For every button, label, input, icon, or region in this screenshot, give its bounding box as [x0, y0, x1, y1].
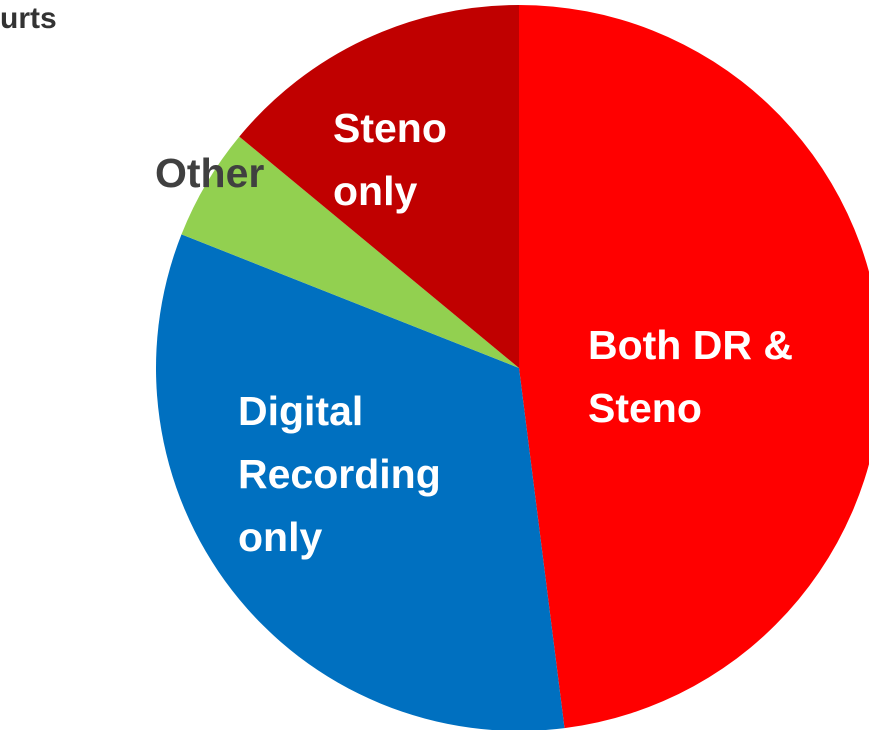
slice-label: Both DR & Steno [588, 322, 793, 431]
pie-slice [181, 136, 519, 368]
chart-title: urts [0, 2, 57, 35]
slice-label: Other [155, 150, 265, 196]
slice-label: Digital Recording only [238, 388, 441, 560]
pie-slice [156, 234, 565, 730]
pie-slice [519, 5, 869, 729]
slice-label: Steno only [333, 105, 447, 214]
pie-slice [239, 5, 519, 368]
